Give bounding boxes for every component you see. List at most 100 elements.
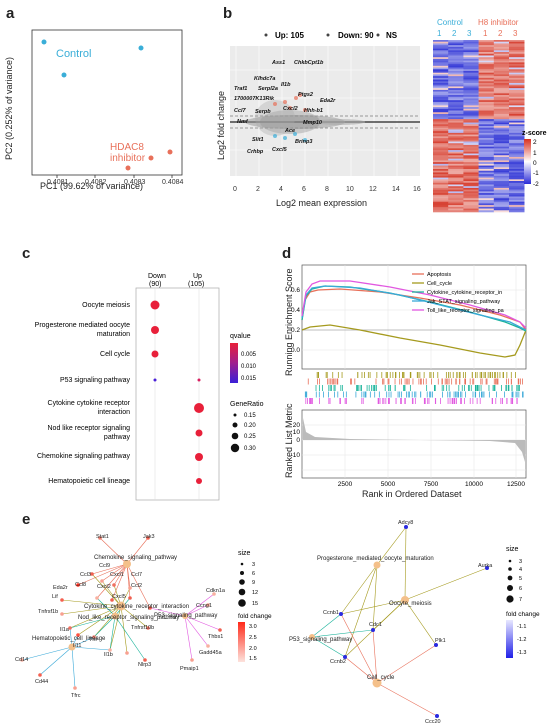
network-gene-node xyxy=(112,583,116,587)
heatmap-cell xyxy=(478,112,495,115)
heatmap-cell xyxy=(463,184,479,187)
heatmap-cell xyxy=(493,132,510,135)
heatmap-cell xyxy=(509,172,525,175)
pca-inhibitor-label-line1: HDAC8 xyxy=(110,142,144,153)
heatmap-cell xyxy=(463,100,479,103)
heatmap-cell xyxy=(509,41,525,44)
heatmap-cell xyxy=(463,143,479,146)
heatmap-cell xyxy=(463,191,479,194)
heatmap-cell xyxy=(478,199,495,202)
heatmap-cell xyxy=(493,150,510,153)
fc-tick: -1.1 xyxy=(517,624,526,630)
heatmap-cell xyxy=(433,181,449,184)
heatmap-cell xyxy=(509,151,525,154)
heatmap-cell xyxy=(448,126,464,129)
heatmap-cell xyxy=(433,55,449,58)
gsea-curve-jak-stat xyxy=(301,285,527,331)
ma-legend-ns: NS xyxy=(386,31,398,40)
heatmap-cell xyxy=(478,119,495,122)
heatmap-cell xyxy=(433,134,449,137)
heatmap-cell xyxy=(463,120,479,123)
dot xyxy=(195,429,203,437)
gsea-xtick: 2500 xyxy=(338,481,353,488)
heatmap-cell xyxy=(509,46,525,49)
heatmap-cell xyxy=(478,144,495,147)
network-pathway-label: P53_signaling_pathway xyxy=(289,637,352,643)
heatmap-cell xyxy=(433,126,449,129)
heatmap-cell xyxy=(509,150,525,153)
size-tick: 15 xyxy=(252,601,258,607)
network-gene-label: Ccl8 xyxy=(75,582,86,588)
pca-control-label: Control xyxy=(56,48,91,60)
fc-tick: 1.5 xyxy=(249,656,257,662)
heatmap-cell xyxy=(478,98,495,101)
heatmap-cell xyxy=(478,64,495,67)
es-ytick: 0.2 xyxy=(291,327,300,334)
heatmap-cell xyxy=(448,134,464,137)
heatmap-cell xyxy=(478,151,495,154)
heatmap-cell xyxy=(509,55,525,58)
heatmap-cell xyxy=(433,153,449,156)
heatmap-cell xyxy=(478,148,495,151)
heatmap-cell xyxy=(493,198,510,201)
network-left-nodes xyxy=(68,560,188,651)
gsea-legend-item: Apoptosis xyxy=(427,272,451,278)
heatmap-cell xyxy=(493,53,510,56)
heatmap-cell xyxy=(509,119,525,122)
network-gene-label: Cd14 xyxy=(15,657,28,663)
heatmap-cell xyxy=(433,136,449,139)
network-gene-label: Cxcl5 xyxy=(112,594,126,600)
panel-a: a PC1 (99.62% of variance) PC2 (0.252% o… xyxy=(4,5,184,191)
heatmap-cell xyxy=(509,76,525,79)
heatmap-cell xyxy=(509,96,525,99)
heatmap-cell xyxy=(463,76,479,79)
heatmap-cell xyxy=(448,88,464,91)
heatmap-cell xyxy=(493,134,510,137)
heatmap-cell xyxy=(448,199,464,202)
heatmap-inhibitor-label: H8 inhibitor xyxy=(478,18,519,27)
ma-plot-area xyxy=(230,46,420,176)
heatmap-cell xyxy=(509,86,525,89)
heatmap-cell xyxy=(478,81,495,84)
heatmap-cell xyxy=(448,101,464,104)
gsea-xticks: 2500 5000 7500 10000 12500 xyxy=(338,481,526,488)
heatmap-cell xyxy=(433,74,449,77)
ma-xlabel: Log2 mean expression xyxy=(276,198,367,208)
heatmap-cell xyxy=(433,88,449,91)
network-pathway-label: Cytokine_cytokine_receptor_interaction xyxy=(84,604,189,610)
heatmap-cell xyxy=(493,105,510,108)
heatmap-cell xyxy=(478,134,495,137)
heatmap-cell xyxy=(448,141,464,144)
generatio-tick: 0.30 xyxy=(244,446,256,452)
heatmap-cell xyxy=(493,138,510,141)
heatmap-cell xyxy=(478,93,495,96)
heatmap-cell xyxy=(493,96,510,99)
heatmap-cell xyxy=(463,67,479,70)
heatmap-cell xyxy=(463,175,479,178)
heatmap-cell xyxy=(448,84,464,87)
heatmap-cell xyxy=(493,162,510,165)
panel-a-label: a xyxy=(6,5,15,22)
pca-point-control xyxy=(41,39,47,45)
heatmap-cell xyxy=(478,167,495,170)
heatmap-cell xyxy=(448,81,464,84)
heatmap-cell xyxy=(509,201,525,204)
heatmap-col: 1 xyxy=(437,29,442,38)
heatmap-cell xyxy=(433,93,449,96)
heatmap-cell xyxy=(509,194,525,197)
gsea-hit-ticks xyxy=(304,372,524,404)
heatmap-cell xyxy=(433,186,449,189)
dot xyxy=(151,350,159,358)
fc-legend-title-right: fold change xyxy=(506,611,540,618)
gene-label: Klhdc7a xyxy=(254,76,275,82)
heatmap-cell xyxy=(463,64,479,67)
heatmap-cell xyxy=(448,150,464,153)
heatmap-cell xyxy=(448,67,464,70)
heatmap-cell xyxy=(478,181,495,184)
heatmap-cell xyxy=(478,96,495,99)
heatmap-cell xyxy=(509,158,525,161)
gene-label: Eda2r xyxy=(320,98,336,104)
heatmap-cell xyxy=(478,74,495,77)
heatmap-cell xyxy=(463,193,479,196)
